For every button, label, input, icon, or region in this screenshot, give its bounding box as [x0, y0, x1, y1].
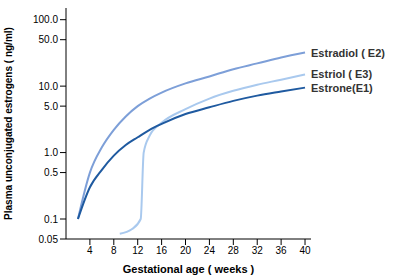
svg-text:32: 32 — [252, 245, 264, 256]
svg-text:5.0: 5.0 — [44, 101, 58, 112]
svg-text:Estrone(E1): Estrone(E1) — [311, 82, 373, 94]
svg-text:10.0: 10.0 — [39, 81, 59, 92]
svg-text:24: 24 — [204, 245, 216, 256]
svg-text:4: 4 — [87, 245, 93, 256]
svg-text:36: 36 — [276, 245, 288, 256]
svg-text:16: 16 — [156, 245, 168, 256]
svg-text:1.0: 1.0 — [44, 147, 58, 158]
svg-text:28: 28 — [228, 245, 240, 256]
svg-text:Plasma unconjugated estrogens: Plasma unconjugated estrogens ( ng/ml) — [8, 27, 14, 220]
svg-text:Estriol ( E3): Estriol ( E3) — [311, 68, 372, 80]
svg-text:Estradiol ( E2): Estradiol ( E2) — [311, 47, 385, 59]
svg-text:8: 8 — [111, 245, 117, 256]
svg-text:0.5: 0.5 — [44, 167, 58, 178]
svg-text:100.0: 100.0 — [33, 14, 58, 25]
svg-text:12: 12 — [132, 245, 144, 256]
svg-text:50.0: 50.0 — [39, 34, 59, 45]
svg-text:20: 20 — [180, 245, 192, 256]
svg-text:0.1: 0.1 — [44, 214, 58, 225]
svg-text:Gestational age ( weeks ): Gestational age ( weeks ) — [123, 263, 255, 275]
svg-text:40: 40 — [299, 245, 311, 256]
svg-text:0.05: 0.05 — [39, 234, 59, 245]
